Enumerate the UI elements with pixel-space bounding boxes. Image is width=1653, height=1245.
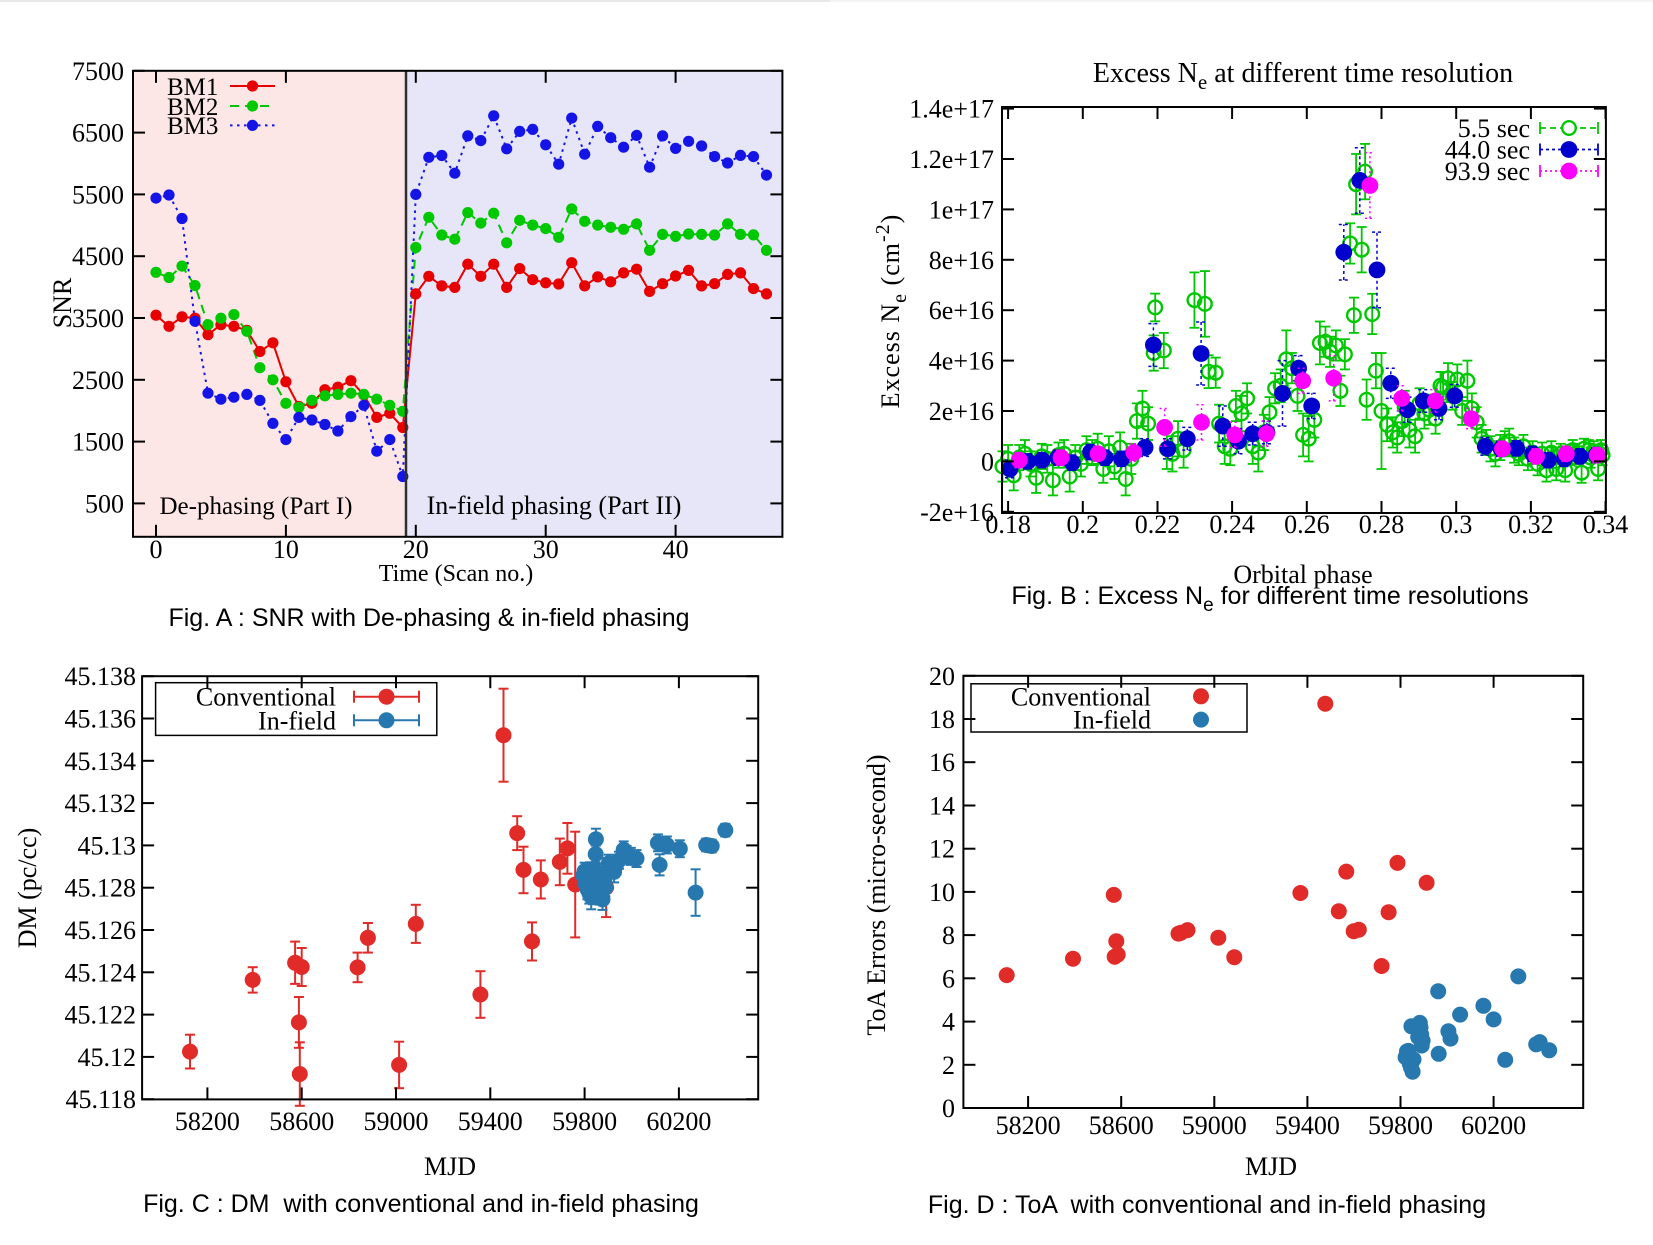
svg-text:1500: 1500 [72,428,124,457]
svg-text:1e+17: 1e+17 [929,195,994,224]
svg-text:59000: 59000 [1182,1111,1247,1140]
svg-text:5500: 5500 [72,180,124,209]
svg-text:0: 0 [942,1094,955,1123]
svg-text:0.32: 0.32 [1508,510,1554,539]
svg-text:20: 20 [929,662,955,691]
svg-text:0: 0 [150,535,163,564]
svg-text:5.5 sec: 5.5 sec [1458,114,1530,143]
svg-text:4500: 4500 [72,242,124,271]
svg-text:0.28: 0.28 [1359,510,1405,539]
svg-text:8e+16: 8e+16 [929,246,994,275]
svg-text:0.18: 0.18 [985,510,1031,539]
svg-text:60200: 60200 [1461,1111,1526,1140]
svg-text:Time (Scan no.): Time (Scan no.) [379,561,533,587]
svg-text:59800: 59800 [552,1107,617,1136]
svg-text:Excess Ne at different time re: Excess Ne at different time resolution [1093,58,1513,94]
svg-text:Conventional: Conventional [196,683,336,712]
svg-text:45.126: 45.126 [65,916,137,945]
svg-text:2500: 2500 [72,366,124,395]
svg-text:4: 4 [942,1008,955,1037]
svg-text:10: 10 [929,878,955,907]
svg-text:45.132: 45.132 [65,789,137,818]
svg-text:14: 14 [929,791,955,820]
svg-text:BM2: BM2 [167,94,218,121]
svg-text:In-field phasing (Part II): In-field phasing (Part II) [427,491,682,520]
svg-text:6500: 6500 [72,119,124,148]
svg-text:45.138: 45.138 [65,662,137,691]
svg-text:45.122: 45.122 [65,1001,137,1030]
svg-text:58600: 58600 [269,1107,334,1136]
svg-text:SNR: SNR [48,277,77,328]
svg-text:4e+16: 4e+16 [929,347,994,376]
svg-text:45.13: 45.13 [78,831,137,860]
svg-text:Fig. C : DM with conventional: Fig. C : DM with conventional and in-fie… [143,1190,699,1218]
svg-text:45.134: 45.134 [65,747,137,776]
svg-text:Excess Ne (cm-2): Excess Ne (cm-2) [872,214,911,409]
svg-text:0.24: 0.24 [1209,510,1255,539]
svg-text:20: 20 [403,535,429,564]
svg-text:In-field: In-field [1073,706,1151,735]
svg-text:8: 8 [942,921,955,950]
svg-text:-2e+16: -2e+16 [920,498,994,527]
svg-text:0.3: 0.3 [1440,510,1473,539]
svg-text:1.2e+17: 1.2e+17 [909,145,994,174]
svg-text:BM1: BM1 [167,74,218,101]
svg-text:0.2: 0.2 [1067,510,1100,539]
svg-text:0.22: 0.22 [1135,510,1181,539]
svg-text:DM (pc/cc): DM (pc/cc) [13,828,42,949]
svg-text:59000: 59000 [364,1107,429,1136]
svg-text:44.0 sec: 44.0 sec [1445,136,1530,165]
svg-text:16: 16 [929,748,955,777]
svg-text:MJD: MJD [1245,1152,1297,1181]
svg-text:59800: 59800 [1368,1111,1433,1140]
svg-text:60200: 60200 [646,1107,711,1136]
svg-text:Conventional: Conventional [1011,682,1151,711]
svg-text:6e+16: 6e+16 [929,296,994,325]
svg-text:18: 18 [929,705,955,734]
svg-text:Orbital phase: Orbital phase [1233,560,1372,589]
svg-text:1.4e+17: 1.4e+17 [909,95,994,124]
svg-text:45.118: 45.118 [65,1085,136,1114]
svg-text:40: 40 [663,535,689,564]
svg-text:45.12: 45.12 [78,1043,137,1072]
svg-text:58200: 58200 [996,1111,1061,1140]
svg-text:0.34: 0.34 [1583,510,1629,539]
svg-text:In-field: In-field [258,706,336,735]
svg-text:45.136: 45.136 [65,705,137,734]
svg-text:BM3: BM3 [167,113,218,140]
svg-text:500: 500 [85,489,124,518]
svg-text:12: 12 [929,835,955,864]
svg-text:45.124: 45.124 [65,958,137,987]
svg-text:3500: 3500 [72,304,124,333]
svg-text:58600: 58600 [1089,1111,1154,1140]
svg-text:58200: 58200 [175,1107,240,1136]
svg-text:Fig. D : ToA with conventiona: Fig. D : ToA with conventional and in-fi… [928,1191,1486,1219]
svg-text:ToA Errors (micro-second): ToA Errors (micro-second) [862,754,891,1035]
svg-text:0.26: 0.26 [1284,510,1330,539]
svg-text:0: 0 [981,447,994,476]
svg-text:93.9 sec: 93.9 sec [1445,157,1530,186]
svg-text:6: 6 [942,964,955,993]
svg-text:7500: 7500 [72,57,124,86]
svg-text:MJD: MJD [424,1152,476,1181]
svg-text:De-phasing (Part I): De-phasing (Part I) [160,493,353,520]
svg-text:Fig. A : SNR with De-phasing &: Fig. A : SNR with De-phasing & in-field … [168,604,689,632]
svg-text:59400: 59400 [1275,1111,1340,1140]
svg-text:45.128: 45.128 [65,874,137,903]
svg-text:30: 30 [533,535,559,564]
svg-text:2e+16: 2e+16 [929,397,994,426]
svg-text:2: 2 [942,1051,955,1080]
svg-text:10: 10 [273,535,299,564]
svg-text:59400: 59400 [458,1107,523,1136]
